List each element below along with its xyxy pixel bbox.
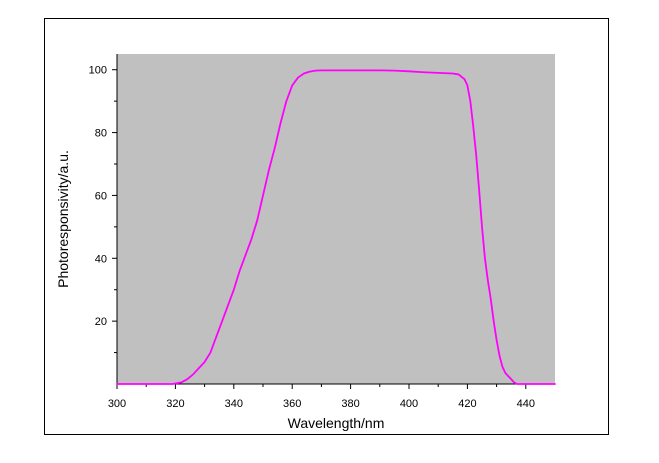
- x-tick-label: 340: [225, 398, 243, 410]
- x-tick-label: 400: [400, 398, 418, 410]
- figure-frame: [44, 18, 609, 435]
- y-tick-label: 100: [89, 65, 107, 77]
- x-tick-label: 360: [283, 398, 301, 410]
- x-tick-label: 420: [458, 398, 476, 410]
- x-tick-label: 440: [517, 398, 535, 410]
- x-axis-title: Wavelength/nm: [288, 415, 385, 431]
- x-tick-label: 300: [108, 398, 126, 410]
- y-tick-label: 80: [95, 128, 107, 140]
- x-tick-label: 380: [341, 398, 359, 410]
- ticks: 300 320 340 360 380 400 420 440 20 40 60 80 100: [89, 65, 535, 410]
- x-tick-label: 320: [166, 398, 184, 410]
- y-tick-label: 20: [95, 316, 107, 328]
- y-axis-title: Photoresponsivity/a.u.: [55, 150, 71, 288]
- y-tick-label: 40: [95, 253, 107, 265]
- plot-area: [117, 54, 555, 384]
- y-tick-label: 60: [95, 190, 107, 202]
- series-group: [116, 69, 556, 385]
- axes: [116, 54, 555, 385]
- series-line-1: [116, 69, 556, 385]
